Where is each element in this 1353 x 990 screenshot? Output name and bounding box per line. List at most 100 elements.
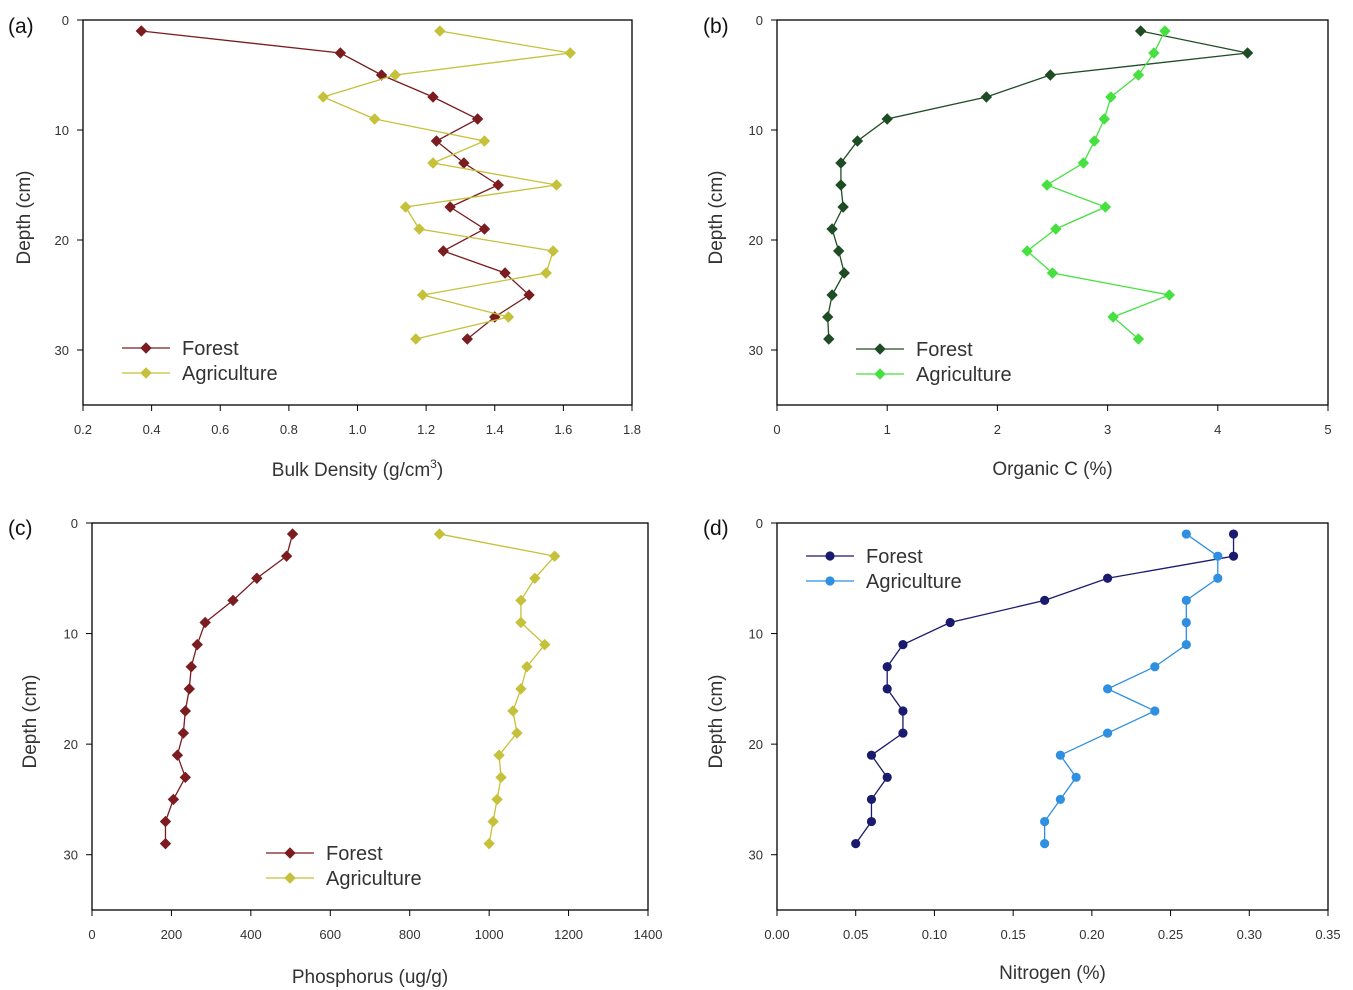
y-tick-label: 10 xyxy=(64,627,78,642)
data-point-forest xyxy=(851,135,864,147)
data-point-agriculture xyxy=(515,594,527,607)
data-point-forest xyxy=(881,113,893,125)
x-tick-label: 0.00 xyxy=(764,927,789,942)
series-forest xyxy=(159,528,299,850)
x-tick-label: 5 xyxy=(1324,422,1331,437)
data-point-agriculture xyxy=(539,638,551,651)
y-tick-label: 30 xyxy=(64,848,78,863)
data-point-forest xyxy=(1044,69,1057,81)
y-tick-label: 20 xyxy=(749,737,763,752)
legend-marker-forest xyxy=(825,551,835,561)
data-point-agriculture xyxy=(1103,728,1113,738)
data-point-agriculture xyxy=(1077,157,1090,169)
legend-label-agriculture: Agriculture xyxy=(866,571,962,593)
panel-b: (b) 0 1 2 3 4 5 0 10 20 30 Organic C (%) Depth (cm) F… xyxy=(703,13,1332,480)
data-point-agriculture xyxy=(564,47,576,59)
panel-c: (c) 0 200 400 600 800 1000 1200 1400 0 10 20 30 Phosp… xyxy=(8,516,662,988)
data-point-agriculture xyxy=(507,705,519,717)
data-point-forest xyxy=(227,594,239,607)
data-point-agriculture xyxy=(493,749,505,761)
x-tick-label: 0.2 xyxy=(74,422,92,437)
data-point-forest xyxy=(375,69,388,81)
data-point-agriculture xyxy=(1046,267,1059,279)
data-point-forest xyxy=(478,223,491,235)
x-tick-label: 200 xyxy=(161,927,183,942)
x-axis-title-suffix: ) xyxy=(437,460,443,481)
data-point-agriculture xyxy=(1159,25,1171,37)
data-point-forest xyxy=(286,528,299,540)
x-tick-label: 0.25 xyxy=(1158,927,1183,942)
data-point-forest xyxy=(898,640,908,650)
panel-a: (a) 0.2 0.4 0.6 0.8 1.0 1.2 1.4 1.6 1.8 0 10 20 30 Bul… xyxy=(8,13,641,481)
data-point-agriculture xyxy=(1088,135,1101,147)
legend: Forest Agriculture xyxy=(806,546,962,593)
x-axis-title-superscript: 3 xyxy=(430,457,437,471)
data-point-agriculture xyxy=(1041,179,1053,191)
data-point-forest xyxy=(177,727,190,739)
series-line-agriculture xyxy=(321,30,571,340)
data-point-forest xyxy=(135,25,148,37)
data-point-agriculture xyxy=(1107,311,1119,323)
y-axis-title: Depth (cm) xyxy=(706,171,727,265)
data-point-agriculture xyxy=(550,179,563,191)
data-point-agriculture xyxy=(1181,617,1191,628)
legend-marker-forest xyxy=(874,343,886,355)
data-point-forest xyxy=(826,289,838,301)
y-tick-label: 0 xyxy=(62,13,69,28)
data-point-forest xyxy=(823,333,835,345)
legend-label-agriculture: Agriculture xyxy=(916,364,1012,386)
data-point-agriculture xyxy=(1181,595,1191,606)
data-point-forest xyxy=(1228,551,1239,561)
data-point-forest xyxy=(461,333,474,345)
data-point-agriculture xyxy=(317,91,329,103)
data-point-agriculture xyxy=(1055,794,1065,805)
panel-label: (b) xyxy=(703,15,729,38)
y-axis-title: Depth (cm) xyxy=(14,171,35,265)
data-point-forest xyxy=(866,750,877,760)
data-point-agriculture xyxy=(547,245,559,257)
x-axis-title: Bulk Density (g/cm3) xyxy=(272,457,443,481)
data-point-forest xyxy=(837,201,849,213)
data-point-agriculture xyxy=(1181,529,1191,539)
data-point-forest xyxy=(882,772,892,782)
x-tick-label: 1200 xyxy=(554,927,583,942)
data-point-forest xyxy=(280,550,293,562)
data-point-forest xyxy=(851,839,861,849)
data-point-forest xyxy=(471,113,484,125)
data-point-forest xyxy=(444,201,456,213)
data-point-forest xyxy=(1040,595,1050,606)
data-point-agriculture xyxy=(434,25,446,37)
data-point-forest xyxy=(898,706,908,716)
data-point-forest xyxy=(179,771,192,784)
x-tick-label: 1400 xyxy=(634,927,663,942)
y-axis-title: Depth (cm) xyxy=(706,675,727,769)
data-point-agriculture xyxy=(511,727,523,739)
data-point-forest xyxy=(430,135,443,147)
data-point-agriculture xyxy=(1040,839,1050,849)
legend: Forest Agriculture xyxy=(856,339,1012,386)
x-tick-label: 1.4 xyxy=(486,422,504,437)
data-point-agriculture xyxy=(502,311,515,323)
data-point-forest xyxy=(191,638,203,651)
x-tick-label: 0.10 xyxy=(922,927,947,942)
data-point-forest xyxy=(159,837,172,850)
data-point-forest xyxy=(835,157,847,169)
data-point-agriculture xyxy=(1021,245,1033,257)
x-tick-label: 0.30 xyxy=(1237,927,1262,942)
data-point-agriculture xyxy=(427,157,439,169)
plot-frame xyxy=(82,19,633,406)
x-tick-label: 0.15 xyxy=(1000,927,1025,942)
data-point-agriculture xyxy=(529,572,541,584)
data-point-forest xyxy=(427,91,439,103)
legend-label-forest: Forest xyxy=(866,546,923,568)
plot-frame xyxy=(776,522,1329,911)
y-tick-label: 20 xyxy=(749,233,763,248)
data-point-forest xyxy=(898,728,908,738)
x-tick-label: 0.8 xyxy=(280,422,298,437)
y-tick-label: 0 xyxy=(71,516,78,531)
data-point-forest xyxy=(199,616,211,629)
data-point-agriculture xyxy=(1148,47,1160,59)
x-tick-label: 0.05 xyxy=(843,927,868,942)
data-point-agriculture xyxy=(433,528,446,540)
series-line-agriculture xyxy=(1043,533,1219,844)
